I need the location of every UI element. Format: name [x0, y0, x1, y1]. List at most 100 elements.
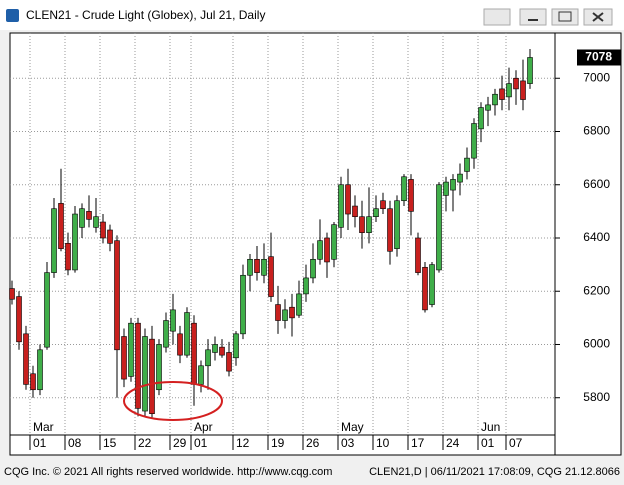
candle-body [37, 349, 43, 391]
candle-body [429, 264, 435, 305]
status: CLEN21,D | 06/11/2021 17:08:09, CQG 21.1… [369, 466, 620, 478]
candle-body [93, 216, 99, 228]
candle-body [457, 173, 463, 183]
candle-body [338, 184, 344, 228]
candle-body [44, 272, 50, 348]
candle-body [65, 243, 71, 271]
candle-body [212, 344, 218, 353]
y-axis-band [554, 32, 622, 456]
candle-body [464, 157, 470, 172]
candle-body [408, 179, 414, 212]
candle-body [401, 176, 407, 202]
x-tick-label: 22 [138, 436, 152, 450]
candle-body [415, 237, 421, 273]
candle-body [380, 200, 386, 210]
candle-body [51, 208, 57, 273]
candle-body [485, 104, 491, 111]
candle-body [170, 309, 176, 332]
month-label: Mar [33, 420, 54, 434]
candle-body [499, 88, 505, 100]
candle-body [352, 205, 358, 217]
month-label: May [341, 420, 364, 434]
x-tick-label: 07 [509, 436, 523, 450]
candle-body [387, 208, 393, 252]
maximize-button[interactable] [551, 8, 579, 26]
candle-body [107, 229, 113, 244]
x-tick-label: 24 [446, 436, 460, 450]
candle-body [471, 123, 477, 159]
x-tick-label: 12 [236, 436, 250, 450]
candle-body [527, 57, 533, 84]
y-tick-label: 5800 [583, 390, 610, 404]
y-tick-label: 6200 [583, 283, 610, 297]
month-label: Jun [481, 420, 500, 434]
x-tick-label: 03 [341, 436, 355, 450]
candle-body [513, 77, 519, 90]
minimize-button[interactable] [519, 8, 547, 26]
x-tick-label: 01 [481, 436, 495, 450]
candle-body [268, 256, 274, 297]
candle-body [142, 336, 148, 412]
last-price-label: 7078 [585, 50, 612, 64]
candle-body [310, 258, 316, 279]
close-icon [592, 12, 604, 22]
candle-body [177, 333, 183, 356]
candle-body [254, 258, 260, 273]
candle-body [303, 277, 309, 295]
y-tick-label: 7000 [583, 70, 610, 84]
pin-button[interactable] [483, 8, 511, 26]
month-label-bg [31, 421, 55, 434]
window-buttons [483, 8, 613, 26]
candle-body [317, 240, 323, 260]
candle-body [282, 309, 288, 321]
candle-body [296, 293, 302, 316]
candle-body [58, 203, 64, 249]
last-price-box [577, 49, 621, 66]
candle-body [275, 304, 281, 321]
candle-body [9, 288, 15, 300]
candle-body [149, 338, 155, 415]
candle-body [121, 336, 127, 380]
month-label-bg [192, 421, 216, 434]
candles [9, 48, 533, 420]
candle-body [506, 83, 512, 98]
candle-body [128, 322, 134, 377]
y-tick-label: 6000 [583, 337, 610, 351]
candle-body [450, 179, 456, 191]
candle-body [198, 365, 204, 385]
candle-body [184, 312, 190, 356]
x-tick-label: 17 [411, 436, 425, 450]
x-tick-label: 15 [103, 436, 117, 450]
candle-body [247, 258, 253, 276]
candle-body [135, 322, 141, 409]
y-tick-label: 6600 [583, 177, 610, 191]
candle-body [492, 93, 498, 106]
candle-body [219, 346, 225, 356]
app-icon [6, 9, 19, 22]
candle-body [324, 237, 330, 263]
y-tick-label: 6800 [583, 124, 610, 138]
candle-body [114, 240, 120, 351]
candle-body [226, 352, 232, 372]
candle-body [156, 344, 162, 391]
candle-body [366, 216, 372, 233]
chart-title: CLEN21 - Crude Light (Globex), Jul 21, D… [26, 8, 265, 22]
candle-body [86, 211, 92, 220]
x-tick-label: 08 [68, 436, 82, 450]
candle-body [359, 216, 365, 233]
candle-body [240, 274, 246, 335]
x-tick-label: 26 [306, 436, 320, 450]
candle-body [23, 333, 29, 385]
candle-body [72, 213, 78, 271]
candle-body [436, 184, 442, 271]
candle-body [345, 184, 351, 215]
copyright: CQG Inc. © 2021 All rights reserved worl… [4, 466, 332, 478]
candle-body [478, 107, 484, 130]
axes: 5800 6000 6200 6400 6600 6800 7000 01 08 15 22 29 01… [29, 49, 621, 450]
candle-body [443, 181, 449, 196]
candle-body [16, 296, 22, 343]
candle-body [30, 373, 36, 391]
maximize-icon [558, 11, 572, 22]
x-tick-label: 10 [376, 436, 390, 450]
